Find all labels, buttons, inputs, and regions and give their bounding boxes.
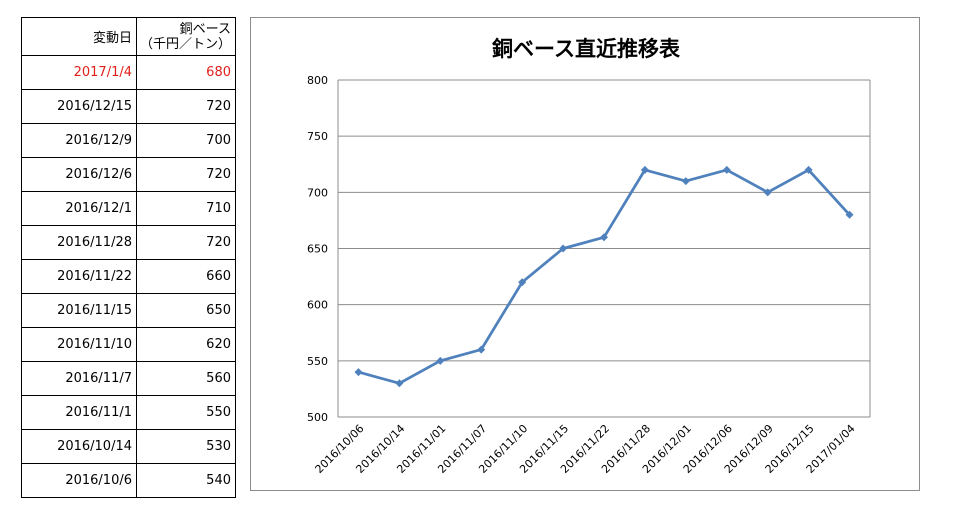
data-point-marker: [600, 233, 608, 242]
x-axis-ticks: 2016/10/062016/10/142016/11/012016/11/07…: [313, 422, 858, 476]
cell-value: 720: [136, 225, 236, 260]
y-axis-ticks: 500 550 600 650 700 750 800: [307, 74, 328, 424]
price-table: 変動日 銅ベース （千円／トン） 2017/1/4 680 2016/12/15 72…: [21, 17, 236, 498]
data-point-marker: [763, 188, 772, 197]
cell-date: 2016/11/22: [21, 259, 137, 294]
cell-value: 620: [136, 327, 236, 362]
cell-value: 560: [136, 361, 236, 396]
cell-value: 550: [136, 395, 236, 430]
cell-date: 2016/11/15: [21, 293, 137, 328]
cell-value: 720: [136, 157, 236, 192]
table-row: 2016/10/6 540: [21, 463, 236, 498]
series-points: [354, 165, 854, 388]
data-point-marker: [518, 278, 527, 287]
grid-lines: [337, 79, 871, 418]
table-row: 2016/11/22 660: [21, 259, 236, 294]
data-point-marker: [804, 165, 813, 174]
y-tick-label: 700: [307, 186, 328, 199]
cell-value: 530: [136, 429, 236, 464]
cell-value: 660: [136, 259, 236, 294]
cell-value: 720: [136, 89, 236, 124]
cell-date: 2016/11/10: [21, 327, 137, 362]
cell-date: 2016/12/9: [21, 123, 137, 158]
table-body: 2017/1/4 680 2016/12/15 720 2016/12/9 700 2016…: [21, 55, 236, 498]
cell-date: 2016/12/15: [21, 89, 137, 124]
header-value-line2: （千円／トン）: [140, 36, 232, 52]
series-line: [358, 168, 851, 385]
data-point-marker: [722, 165, 731, 174]
table-row: 2016/11/1 550: [21, 395, 236, 430]
y-tick-label: 650: [307, 243, 328, 256]
cell-date: 2016/11/28: [21, 225, 137, 260]
data-point-marker: [845, 210, 854, 219]
data-point-marker: [395, 379, 404, 388]
cell-value: 650: [136, 293, 236, 328]
chart-area: 銅ベース直近推移表 500 550 600 650 700 750 800 2016/10/…: [250, 17, 920, 491]
table-row: 2016/11/28 720: [21, 225, 236, 260]
series-line-path: [358, 168, 851, 385]
header-value-line1: 銅ベース: [179, 21, 231, 37]
table-row: 2017/1/4 680: [21, 55, 236, 90]
y-tick-label: 750: [307, 130, 328, 143]
header-date: 変動日: [21, 17, 137, 56]
table-row: 2016/12/15 720: [21, 89, 236, 124]
data-point-marker: [354, 368, 363, 377]
y-tick-label: 600: [307, 299, 328, 312]
header-value: 銅ベース （千円／トン）: [136, 17, 236, 56]
chart-title: 銅ベース直近推移表: [492, 37, 681, 61]
cell-date: 2016/11/7: [21, 361, 137, 396]
table-row: 2016/11/15 650: [21, 293, 236, 328]
data-point-marker: [436, 356, 445, 365]
cell-value: 540: [136, 463, 236, 498]
data-point-marker: [640, 165, 649, 174]
plot-frame: [337, 80, 871, 417]
cell-date: 2016/10/14: [21, 429, 137, 464]
cell-date: 2016/12/1: [21, 191, 137, 226]
cell-date: 2016/12/6: [21, 157, 137, 192]
cell-date: 2016/10/6: [21, 463, 137, 498]
cell-date: 2016/11/1: [21, 395, 137, 430]
cell-date: 2017/1/4: [21, 55, 137, 90]
data-point-marker: [559, 244, 568, 253]
cell-value: 710: [136, 191, 236, 226]
cell-value: 680: [136, 55, 236, 90]
data-point-marker: [477, 345, 486, 354]
table-row: 2016/10/14 530: [21, 429, 236, 464]
table-row: 2016/11/7 560: [21, 361, 236, 396]
y-tick-label: 550: [307, 355, 328, 368]
table-row: 2016/12/9 700: [21, 123, 236, 158]
table-row: 2016/12/1 710: [21, 191, 236, 226]
y-tick-label: 500: [307, 411, 328, 424]
line-chart: 銅ベース直近推移表 500 550 600 650 700 750 800 2016/10/…: [307, 37, 871, 476]
table-row: 2016/12/6 720: [21, 157, 236, 192]
y-tick-label: 800: [307, 74, 328, 87]
cell-value: 700: [136, 123, 236, 158]
data-point-marker: [681, 177, 690, 186]
table-row: 2016/11/10 620: [21, 327, 236, 362]
table-header-row: 変動日 銅ベース （千円／トン）: [21, 17, 236, 56]
